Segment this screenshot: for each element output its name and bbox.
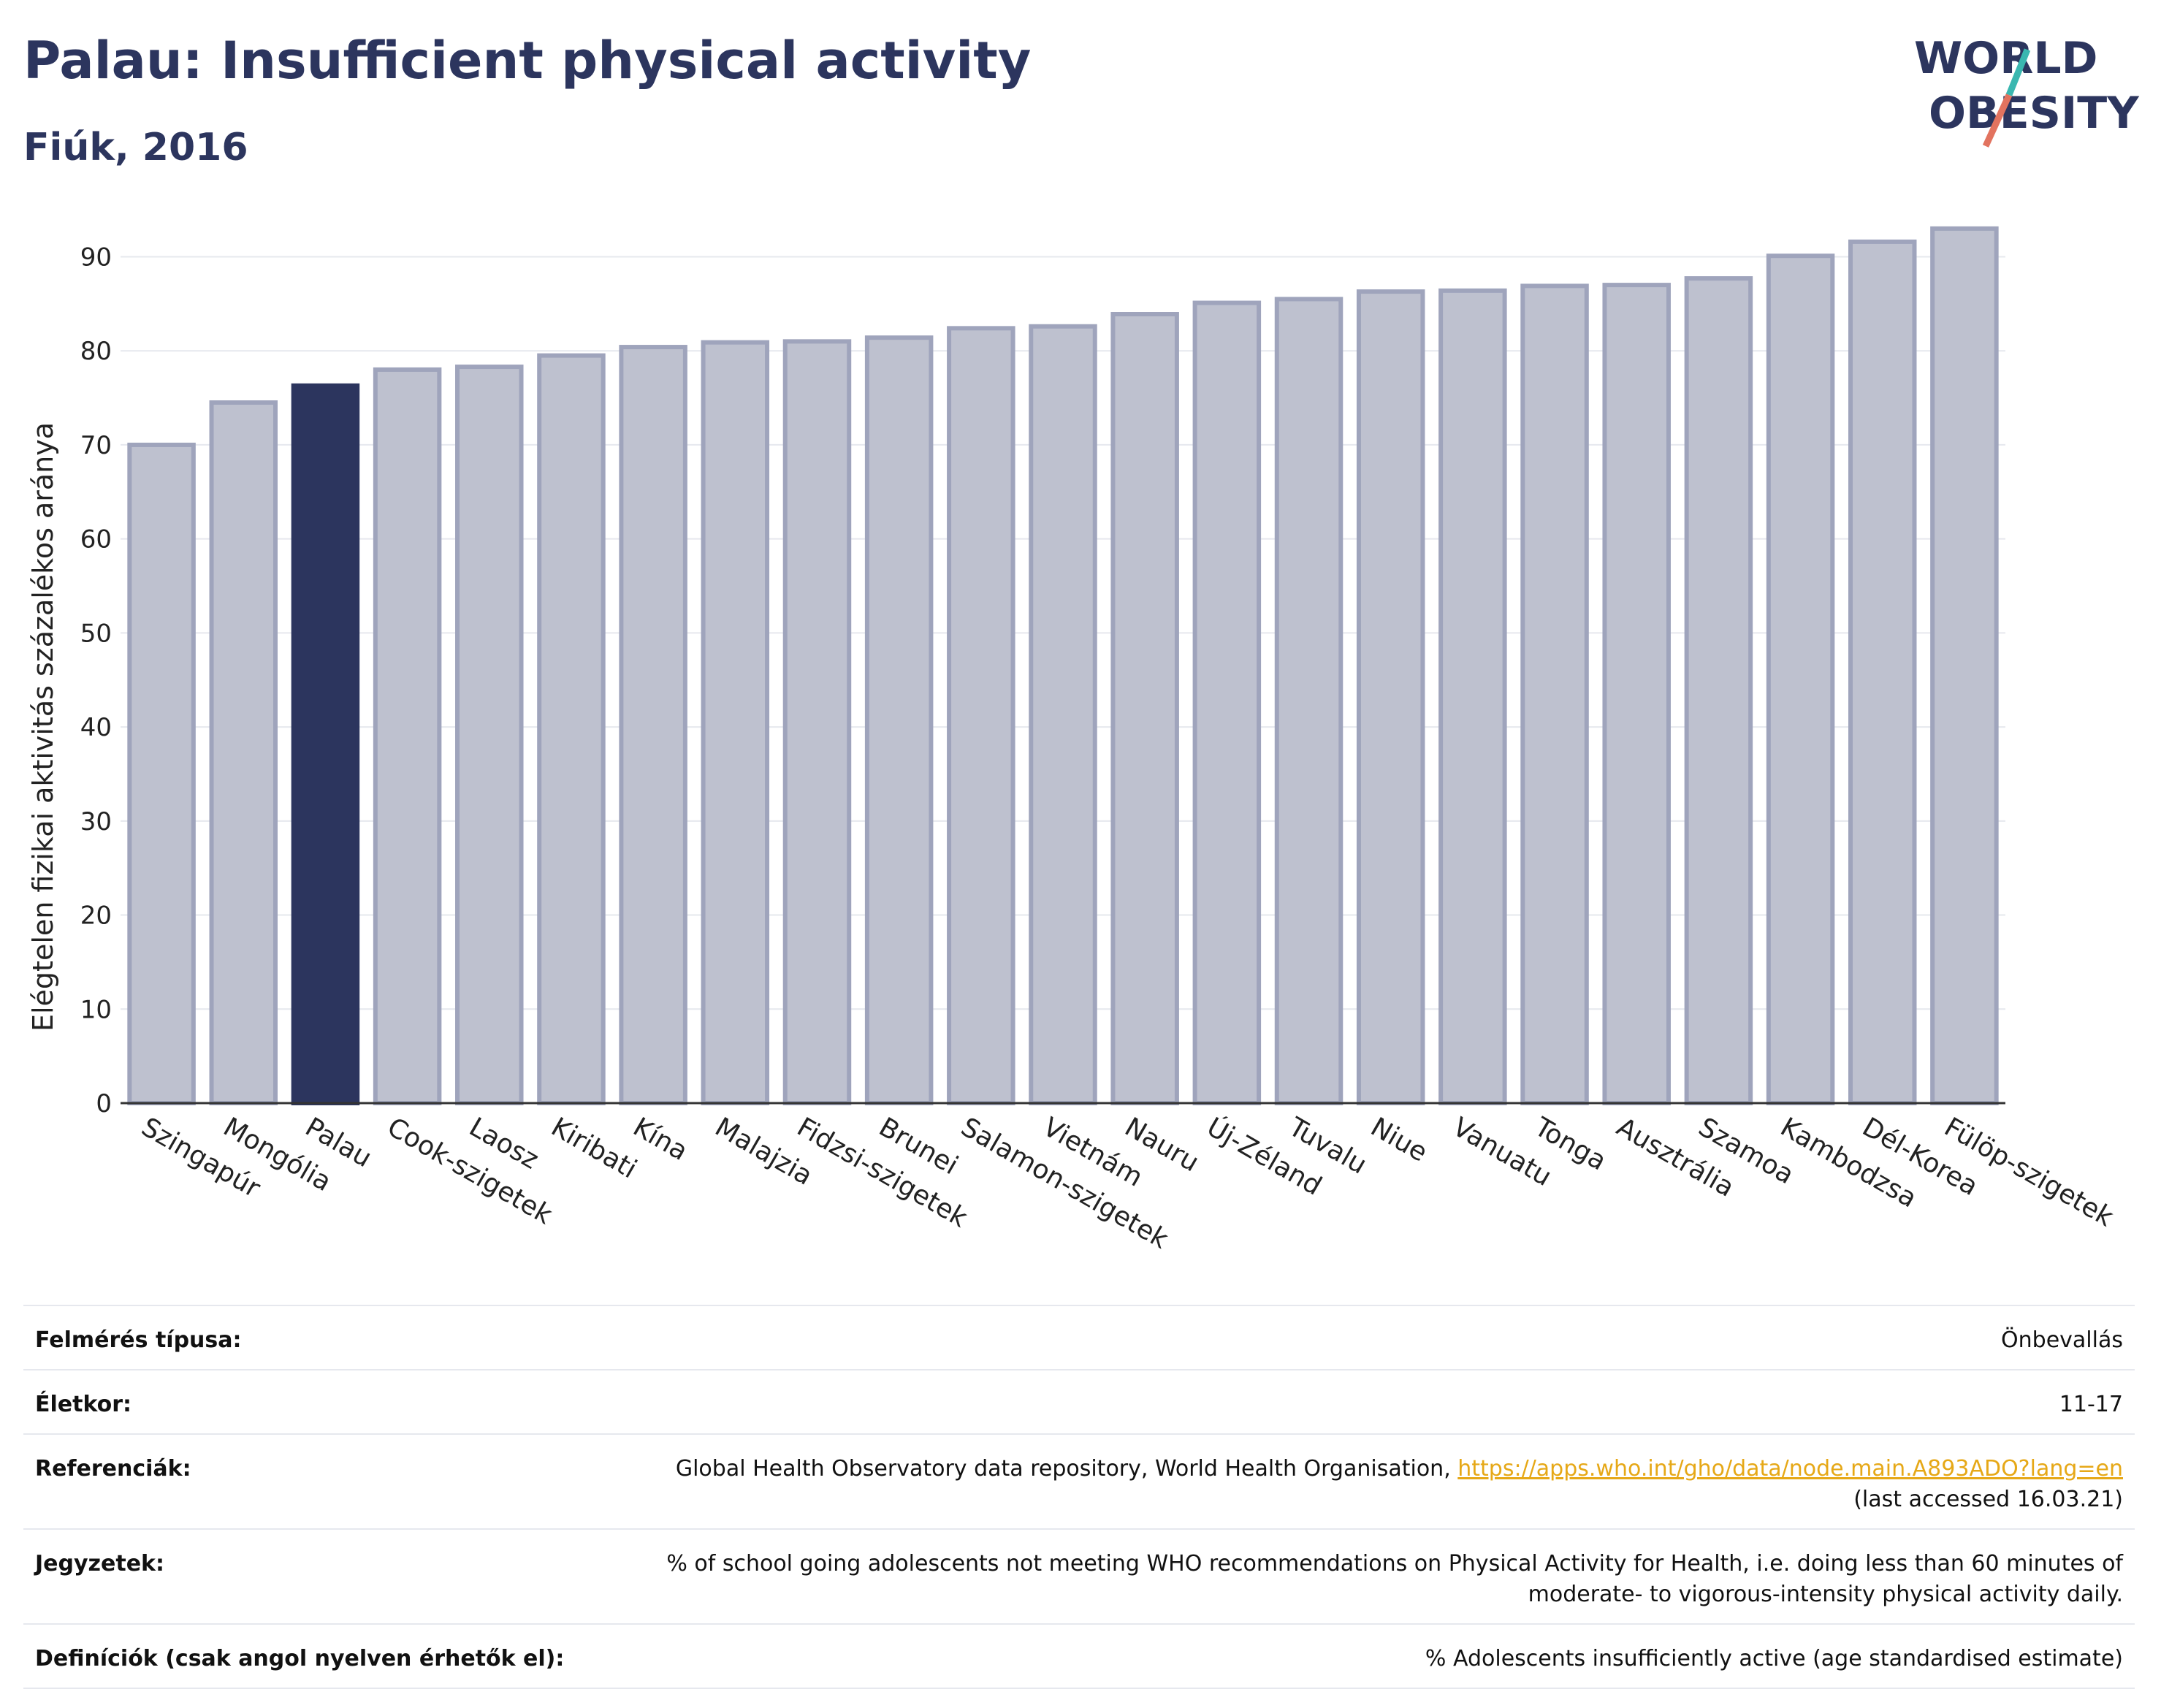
bar-Ausztrália bbox=[1602, 283, 1671, 1106]
info-row-definitions: Definíciók (csak angol nyelven érhetők e… bbox=[23, 1623, 2135, 1689]
y-tick-label: 40 bbox=[80, 713, 112, 742]
y-tick-label: 60 bbox=[80, 525, 112, 554]
bar-Kambodzsa bbox=[1766, 253, 1835, 1105]
bar-Cook-szigetek bbox=[373, 367, 442, 1105]
bars bbox=[127, 226, 1999, 1106]
chart-subtitle: Fiúk, 2016 bbox=[23, 126, 248, 169]
logo-slash-teal bbox=[2005, 48, 2031, 96]
y-tick-label: 0 bbox=[96, 1089, 112, 1118]
logo-slash-red bbox=[1982, 94, 2013, 148]
notes-label: Jegyzetek: bbox=[23, 1528, 634, 1624]
logo-line2: OBESITY bbox=[1929, 88, 2140, 139]
x-tick-label: Kiribati bbox=[546, 1112, 641, 1184]
bar-Kiribati bbox=[537, 353, 606, 1105]
references-accessed: (last accessed 16.03.21) bbox=[1853, 1487, 2123, 1512]
bar-Laosz bbox=[455, 365, 524, 1105]
bar-Szingapúr bbox=[127, 442, 196, 1105]
chart-title: Palau: Insufficient physical activity bbox=[23, 31, 1032, 91]
definitions-label: Definíciók (csak angol nyelven érhetők e… bbox=[23, 1623, 634, 1689]
y-tick-label: 80 bbox=[80, 337, 112, 366]
y-tick-label: 50 bbox=[80, 619, 112, 648]
bar-Brunei bbox=[864, 335, 934, 1105]
bar-Dél-Korea bbox=[1848, 239, 1917, 1105]
references-value: Global Health Observatory data repositor… bbox=[634, 1433, 2135, 1529]
bar-Salamon-szigetek bbox=[947, 326, 1015, 1106]
y-axis-label: Elégtelen fizikai aktivitás százalékos a… bbox=[27, 422, 59, 1032]
definitions-value: % Adolescents insufficiently active (age… bbox=[634, 1623, 2135, 1689]
bar-Fülöp-szigetek bbox=[1930, 226, 1999, 1106]
references-label: Referenciák: bbox=[23, 1433, 634, 1529]
age-label: Életkor: bbox=[23, 1369, 634, 1434]
bar-Palau bbox=[291, 383, 360, 1105]
x-tick-label: Niue bbox=[1365, 1112, 1432, 1167]
info-row-survey: Felmérés típusa: Önbevallás bbox=[23, 1305, 2135, 1370]
world-obesity-logo: WORLD OBESITY bbox=[1914, 33, 2140, 148]
bar-chart: 0 10 20 30 40 50 60 70 80 90 SzingapúrMongóliaPal… bbox=[27, 226, 2119, 1255]
bar-Tonga bbox=[1520, 283, 1589, 1105]
bar-Tuvalu bbox=[1274, 297, 1344, 1105]
bar-Mongólia bbox=[209, 400, 278, 1105]
notes-line2: moderate- to vigorous-intensity physical… bbox=[1528, 1582, 2123, 1607]
y-tick-label: 30 bbox=[80, 807, 112, 836]
bar-Kína bbox=[619, 345, 687, 1105]
y-tick-label: 70 bbox=[80, 431, 112, 460]
y-tick-label: 20 bbox=[80, 901, 112, 931]
bar-Vanuatu bbox=[1438, 288, 1507, 1105]
bar-Fidzsi-szigetek bbox=[782, 339, 852, 1105]
references-link[interactable]: https://apps.who.int/gho/data/node.main.… bbox=[1457, 1456, 2123, 1482]
bar-Niue bbox=[1356, 289, 1425, 1105]
logo-line1: WORLD bbox=[1914, 33, 2097, 84]
bar-Új-Zéland bbox=[1192, 300, 1262, 1105]
info-row-notes: Jegyzetek: % of school going adolescents… bbox=[23, 1528, 2135, 1624]
survey-value: Önbevallás bbox=[634, 1305, 2135, 1370]
bar-Nauru bbox=[1110, 312, 1179, 1106]
bar-Vietnám bbox=[1029, 324, 1097, 1106]
notes-value: % of school going adolescents not meetin… bbox=[634, 1528, 2135, 1624]
notes-line1: % of school going adolescents not meetin… bbox=[666, 1551, 2123, 1577]
info-row-age: Életkor: 11-17 bbox=[23, 1369, 2135, 1434]
bar-Szamoa bbox=[1684, 276, 1753, 1106]
info-table: Felmérés típusa: Önbevallás Életkor: 11-… bbox=[23, 1305, 2135, 1689]
references-text: Global Health Observatory data repositor… bbox=[675, 1456, 1458, 1482]
y-tick-label: 10 bbox=[80, 995, 112, 1024]
info-row-references: Referenciák: Global Health Observatory d… bbox=[23, 1433, 2135, 1529]
age-value: 11-17 bbox=[634, 1369, 2135, 1434]
y-tick-labels: 0 10 20 30 40 50 60 70 80 90 bbox=[80, 243, 112, 1118]
y-tick-label: 90 bbox=[80, 243, 112, 272]
survey-label: Felmérés típusa: bbox=[23, 1305, 634, 1370]
bar-Malajzia bbox=[701, 340, 770, 1105]
